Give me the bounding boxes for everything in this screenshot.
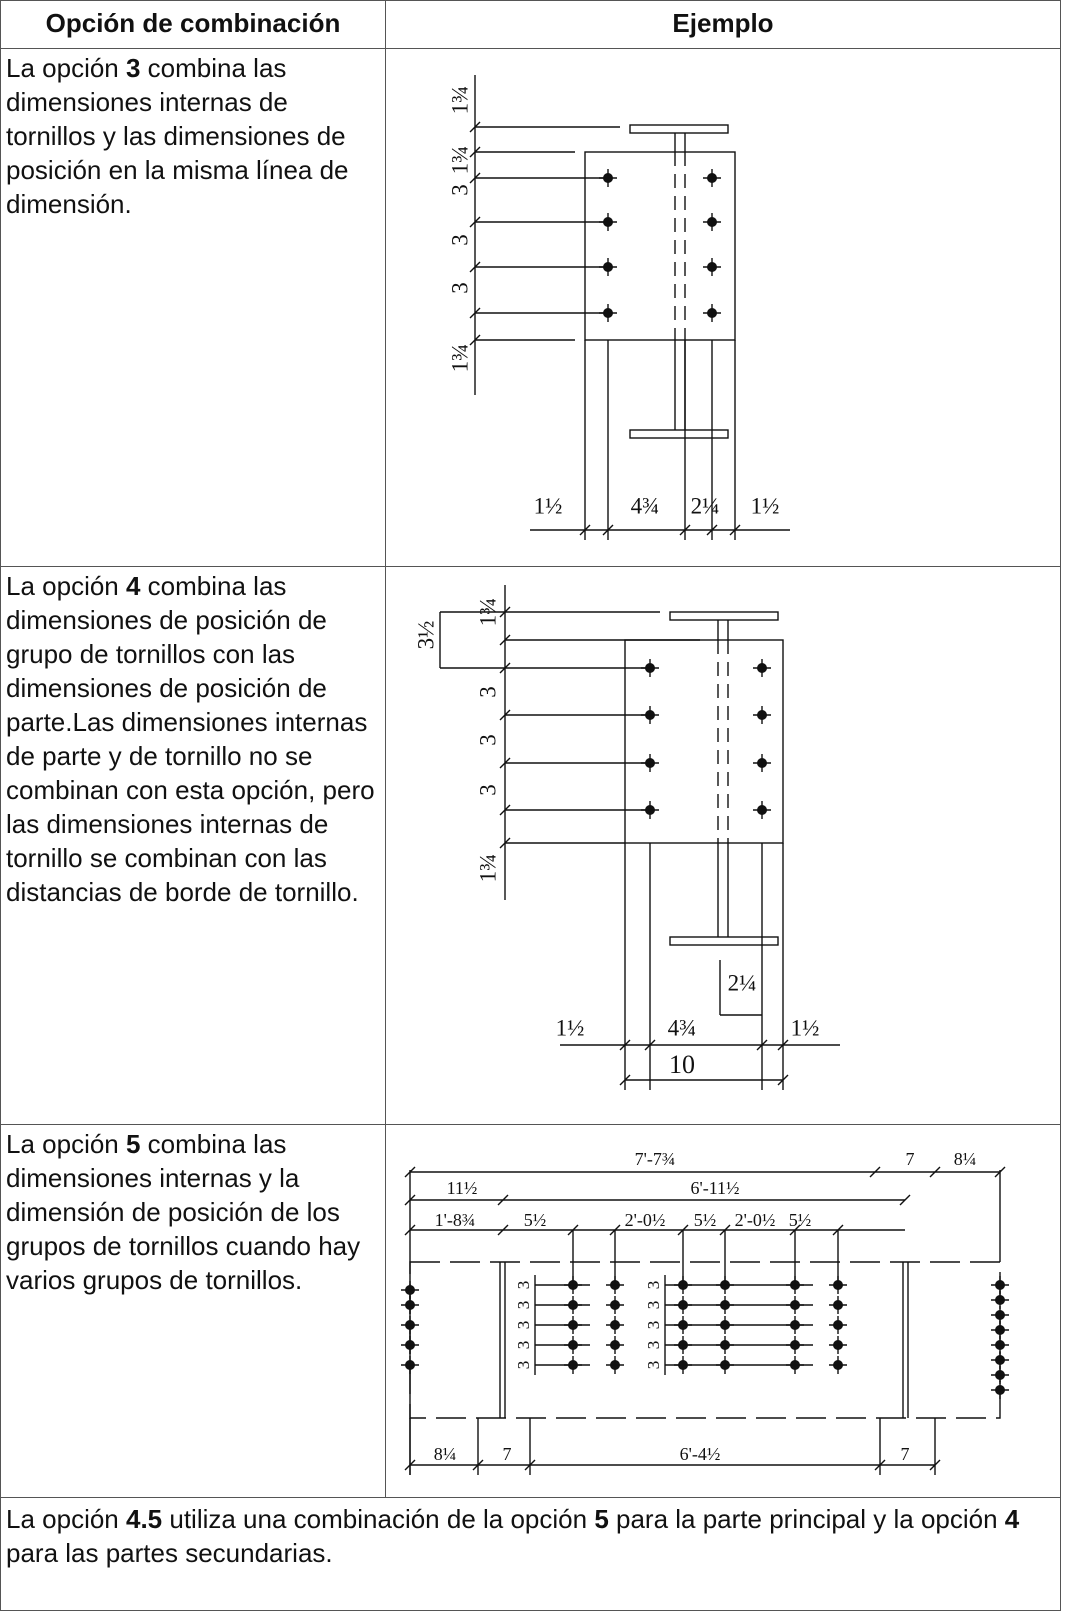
dimension-label: 3½: [413, 621, 438, 650]
dimension-label: 3: [644, 1301, 663, 1310]
dimension-label: 3: [644, 1321, 663, 1330]
dimension-label: 3: [644, 1361, 663, 1370]
dimension-label: 3: [475, 686, 500, 698]
drawing-shape: [629, 124, 729, 134]
dimension-label: 3: [475, 784, 500, 796]
dimension-label: 7'-7¾: [635, 1149, 676, 1169]
drawing-line: [869, 1166, 881, 1178]
dimension-label: 1½: [751, 493, 780, 518]
description-text: utiliza una combinación de la opción: [162, 1504, 595, 1534]
dimension-label: 2¼: [728, 970, 757, 995]
dimension-label: 5½: [524, 1210, 547, 1230]
dimension-label: 1½: [534, 493, 563, 518]
description-text: combina las dimensiones internas de torn…: [6, 53, 349, 219]
option-number: 4: [1004, 1504, 1020, 1534]
drawing-shape: [669, 611, 779, 621]
dimension-label: 3: [514, 1361, 533, 1370]
dimension-label: 2¼: [691, 493, 720, 518]
description-text: para la parte principal y la opción: [608, 1504, 1005, 1534]
dimension-label: 3: [514, 1321, 533, 1330]
description-cell: La opción 4 combina las dimensiones de p…: [0, 566, 386, 1125]
dimension-label: 4¾: [668, 1015, 697, 1040]
option-number: 5: [594, 1504, 609, 1534]
drawing-line: [899, 1194, 911, 1206]
dimension-label: 1¾: [447, 86, 472, 115]
dimension-label: 3: [644, 1341, 663, 1350]
drawing-shape: [629, 429, 729, 439]
dimension-label: 3: [644, 1281, 663, 1290]
dimension-label: 2'-0½: [625, 1210, 666, 1230]
dimension-label: 6'-11½: [690, 1178, 739, 1198]
option-number: 5: [125, 1129, 141, 1159]
dimension-label: 5½: [694, 1210, 717, 1230]
drawing-shape: [584, 151, 736, 341]
drawing-line: [777, 1074, 789, 1086]
dimension-label: 3: [514, 1301, 533, 1310]
description-text: La opción: [6, 53, 126, 83]
dimension-label: 4¾: [631, 493, 660, 518]
option-number: 4: [125, 571, 141, 601]
dimension-label: 1¾: [447, 146, 472, 175]
dimension-label: 8¼: [954, 1149, 977, 1169]
dimension-label: 3: [447, 184, 472, 196]
dimension-label: 1¾: [475, 598, 500, 627]
drawing-line: [497, 1224, 509, 1236]
dimension-label: 1'-8¾: [435, 1210, 476, 1230]
description-text: combina las dimensiones internas y la di…: [6, 1129, 361, 1295]
dimension-label: 2'-0½: [735, 1210, 776, 1230]
dimension-label: 10: [669, 1050, 695, 1079]
option-number: 3: [125, 53, 141, 83]
drawing-shape: [624, 639, 784, 844]
dimension-label: 7: [901, 1444, 910, 1464]
description-text: para las partes secundarias.: [6, 1538, 333, 1568]
dimension-label: 3: [514, 1341, 533, 1350]
dimension-label: 7: [906, 1149, 915, 1169]
dimension-label: 3: [447, 282, 472, 294]
description-cell: La opción 3 combina las dimensiones inte…: [0, 48, 386, 567]
drawing-line: [497, 1194, 509, 1206]
dimension-label: 8¼: [434, 1444, 457, 1464]
footer-cell: La opción 4.5 utiliza una combinación de…: [0, 1497, 1061, 1611]
dimension-label: 6'-4½: [680, 1444, 721, 1464]
drawing-line: [929, 1166, 941, 1178]
dimension-label: 5½: [789, 1210, 812, 1230]
dimension-label: 1¾: [475, 854, 500, 883]
dimension-label: 3: [447, 234, 472, 246]
dimension-label: 11½: [447, 1178, 478, 1198]
dimension-label: 3: [514, 1281, 533, 1290]
description-cell: La opción 5 combina las dimensiones inte…: [0, 1124, 386, 1498]
dimension-label: 1¾: [447, 344, 472, 373]
dimension-label: 3: [475, 734, 500, 746]
description-text: La opción: [6, 1129, 126, 1159]
drawing-shape: [669, 936, 779, 946]
dimension-label: 1½: [791, 1015, 820, 1040]
description-text: La opción: [6, 1504, 126, 1534]
dimension-label: 1½: [556, 1015, 585, 1040]
option-number: 4.5: [125, 1504, 163, 1534]
drawing-line: [619, 1074, 631, 1086]
description-text: La opción: [6, 571, 126, 601]
dimension-label: 7: [503, 1444, 512, 1464]
description-text: combina las dimensiones de posición de g…: [6, 571, 375, 907]
